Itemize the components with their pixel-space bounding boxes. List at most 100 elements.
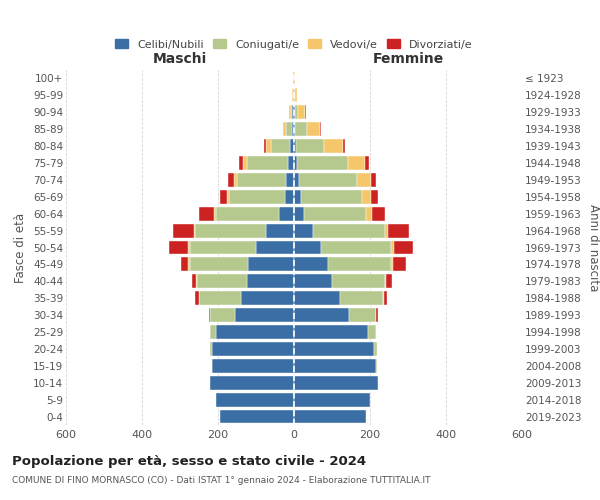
Bar bbox=[216, 325, 294, 339]
Bar bbox=[192, 274, 196, 288]
Bar bbox=[199, 207, 214, 220]
Bar bbox=[294, 292, 340, 305]
Bar bbox=[294, 190, 301, 203]
Bar bbox=[332, 274, 385, 288]
Bar bbox=[294, 274, 332, 288]
Bar bbox=[294, 224, 313, 237]
Bar bbox=[307, 122, 320, 136]
Bar bbox=[366, 207, 372, 220]
Bar bbox=[383, 292, 384, 305]
Bar bbox=[358, 173, 371, 187]
Bar bbox=[376, 308, 378, 322]
Bar bbox=[283, 122, 286, 136]
Bar bbox=[190, 240, 256, 254]
Bar bbox=[299, 173, 358, 187]
Bar bbox=[248, 258, 294, 272]
Bar bbox=[290, 106, 292, 119]
Bar bbox=[340, 292, 383, 305]
Bar bbox=[349, 308, 376, 322]
Bar bbox=[293, 88, 294, 102]
Bar bbox=[265, 224, 294, 237]
Bar bbox=[235, 308, 294, 322]
Bar bbox=[365, 156, 369, 170]
Bar bbox=[284, 190, 294, 203]
Bar bbox=[173, 224, 194, 237]
Bar bbox=[211, 325, 216, 339]
Bar bbox=[388, 224, 409, 237]
Bar bbox=[256, 240, 294, 254]
Bar bbox=[343, 139, 346, 153]
Bar bbox=[292, 88, 293, 102]
Bar bbox=[239, 156, 242, 170]
Bar bbox=[372, 207, 385, 220]
Bar bbox=[386, 274, 392, 288]
Bar bbox=[391, 240, 394, 254]
Y-axis label: Anni di nascita: Anni di nascita bbox=[587, 204, 600, 291]
Bar bbox=[297, 156, 349, 170]
Bar bbox=[385, 274, 386, 288]
Bar bbox=[298, 106, 305, 119]
Bar bbox=[394, 240, 413, 254]
Bar bbox=[362, 190, 371, 203]
Bar bbox=[214, 207, 216, 220]
Bar bbox=[242, 156, 247, 170]
Bar bbox=[295, 122, 307, 136]
Bar bbox=[349, 156, 365, 170]
Bar bbox=[199, 292, 241, 305]
Bar bbox=[279, 207, 294, 220]
Bar bbox=[247, 274, 294, 288]
Bar bbox=[194, 224, 195, 237]
Bar bbox=[292, 106, 294, 119]
Bar bbox=[320, 240, 391, 254]
Bar bbox=[211, 342, 212, 356]
Bar bbox=[216, 392, 294, 406]
Bar bbox=[391, 258, 393, 272]
Bar bbox=[294, 410, 366, 424]
Bar bbox=[293, 72, 294, 86]
Bar bbox=[294, 258, 328, 272]
Bar bbox=[247, 156, 289, 170]
Bar bbox=[328, 258, 391, 272]
Bar bbox=[212, 342, 294, 356]
Bar bbox=[368, 325, 376, 339]
Bar bbox=[209, 325, 211, 339]
Bar bbox=[294, 122, 295, 136]
Bar bbox=[229, 190, 284, 203]
Bar bbox=[294, 308, 349, 322]
Bar bbox=[371, 190, 378, 203]
Bar bbox=[237, 173, 286, 187]
Bar bbox=[385, 224, 388, 237]
Bar bbox=[216, 207, 279, 220]
Text: Popolazione per età, sesso e stato civile - 2024: Popolazione per età, sesso e stato civil… bbox=[12, 455, 366, 468]
Bar bbox=[265, 139, 271, 153]
Bar bbox=[294, 392, 370, 406]
Bar bbox=[384, 292, 387, 305]
Bar bbox=[196, 274, 197, 288]
Bar bbox=[294, 156, 297, 170]
Bar bbox=[289, 106, 290, 119]
Bar bbox=[376, 359, 377, 373]
Bar bbox=[181, 258, 188, 272]
Bar bbox=[188, 258, 190, 272]
Text: COMUNE DI FINO MORNASCO (CO) - Dati ISTAT 1° gennaio 2024 - Elaborazione TUTTITA: COMUNE DI FINO MORNASCO (CO) - Dati ISTA… bbox=[12, 476, 431, 485]
Bar bbox=[294, 376, 377, 390]
Bar bbox=[294, 106, 295, 119]
Y-axis label: Fasce di età: Fasce di età bbox=[14, 212, 28, 282]
Bar bbox=[294, 342, 374, 356]
Legend: Celibi/Nubili, Coniugati/e, Vedovi/e, Divorziati/e: Celibi/Nubili, Coniugati/e, Vedovi/e, Di… bbox=[111, 34, 477, 54]
Bar bbox=[211, 376, 294, 390]
Bar bbox=[292, 122, 294, 136]
Bar bbox=[241, 292, 294, 305]
Text: Femmine: Femmine bbox=[373, 52, 443, 66]
Bar bbox=[313, 224, 385, 237]
Bar bbox=[220, 410, 294, 424]
Bar bbox=[294, 325, 368, 339]
Bar bbox=[209, 308, 211, 322]
Bar bbox=[294, 207, 304, 220]
Bar bbox=[304, 207, 366, 220]
Bar bbox=[294, 240, 320, 254]
Bar bbox=[325, 139, 343, 153]
Bar bbox=[295, 88, 297, 102]
Bar bbox=[289, 156, 294, 170]
Bar bbox=[286, 122, 292, 136]
